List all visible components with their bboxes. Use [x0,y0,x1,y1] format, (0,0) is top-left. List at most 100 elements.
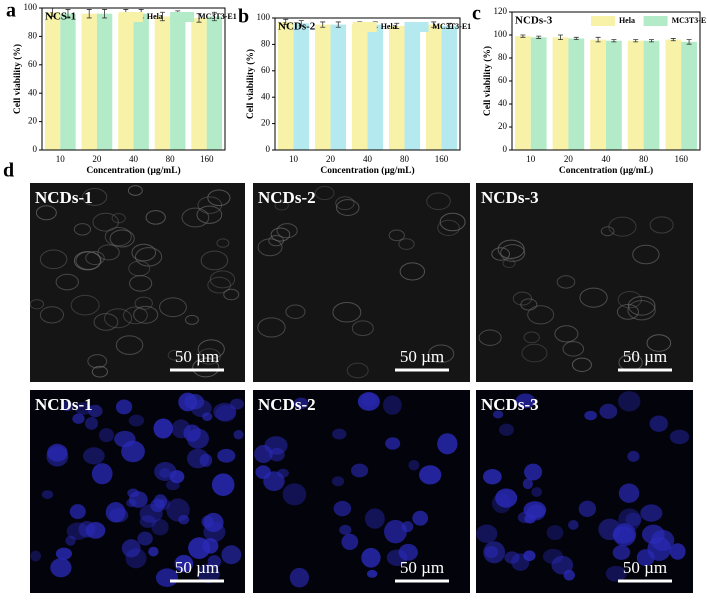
cell [135,247,163,267]
cell [627,300,656,321]
y-tick-label: 80 [498,52,508,62]
cell [185,314,199,325]
y-tick-label: 100 [494,29,508,39]
cell [69,504,86,520]
cell [91,365,108,378]
x-tick-label: 160 [674,154,688,164]
cell [649,216,674,234]
cell [335,196,355,211]
error-bar [335,21,341,28]
legend-label: MC3T3-E1 [198,12,237,21]
cell [523,331,540,344]
chart-title: NCS-1 [45,11,76,23]
x-tick-label: 80 [400,154,410,164]
cell [600,226,615,237]
cell [115,399,133,415]
cell [571,357,592,372]
cell [551,555,574,575]
cell [627,295,656,316]
cell [197,348,221,365]
y-tick-label: 0 [266,144,271,154]
panel-label: c [472,3,481,25]
x-axis-label: Concentration (μg/mL) [320,165,414,176]
error-bar [648,39,654,43]
cell [151,518,169,536]
cell [599,403,618,419]
legend-swatch [590,16,615,26]
bar [96,13,113,151]
y-axis-label: Cell viability (%) [12,44,23,114]
cell [165,479,180,491]
cell [174,554,194,573]
error-bar [283,18,289,25]
cell [196,205,223,224]
cell [350,463,369,478]
cell [497,239,525,259]
cell [114,430,136,448]
bar [590,39,606,150]
cell [357,392,380,411]
plot-frame [41,7,226,151]
cell [41,490,54,499]
cell [148,546,159,557]
cell [568,519,579,530]
cell [157,498,171,511]
y-tick-label: 60 [28,59,38,69]
error-bar [159,11,165,22]
cell [428,344,455,364]
y-tick-label: 60 [261,65,271,75]
cell [72,413,85,424]
cell [223,288,240,301]
cell [293,397,309,410]
cell [109,229,135,248]
error-bar [86,9,92,19]
bar [681,41,697,150]
cell [70,294,100,316]
cell [523,550,536,562]
error-bar [536,35,542,39]
cell [129,275,153,292]
bar [627,40,644,150]
cell [408,460,420,471]
x-tick-label: 10 [56,154,66,164]
cell [627,450,640,462]
cell [437,433,458,455]
x-axis-label: Concentration (μg/mL) [86,165,180,176]
scale-label: 50 µm [175,347,219,366]
x-tick-label: 20 [92,154,102,164]
cell [207,555,222,569]
cell [556,275,576,289]
cell [439,212,466,232]
error-bar [102,9,108,19]
cell [419,465,442,485]
cell [125,548,147,569]
cell [97,244,120,261]
cell [217,448,236,463]
cell [78,520,96,538]
cell [274,200,289,211]
cell [85,522,106,539]
y-tick-label: 40 [261,91,271,101]
cell [153,418,173,439]
cell [341,533,359,551]
cell [478,329,502,346]
cell [85,251,105,266]
bar [330,24,347,151]
bar [665,39,682,150]
x-axis-label: Concentration (μg/mL) [559,165,653,176]
cell [625,512,642,527]
cell [521,343,548,363]
error-bar [520,34,526,38]
error-bar [65,9,71,19]
chart-title: NCDs-2 [278,21,316,33]
error-bar [670,38,676,42]
cell [55,273,79,291]
cell [181,207,210,228]
cell [385,437,401,450]
cell [104,308,133,329]
image-label: NCDs-1 [35,188,93,207]
legend-swatch [643,16,668,26]
cell [512,291,533,306]
x-tick-label: 40 [602,154,612,164]
cell [215,405,237,422]
